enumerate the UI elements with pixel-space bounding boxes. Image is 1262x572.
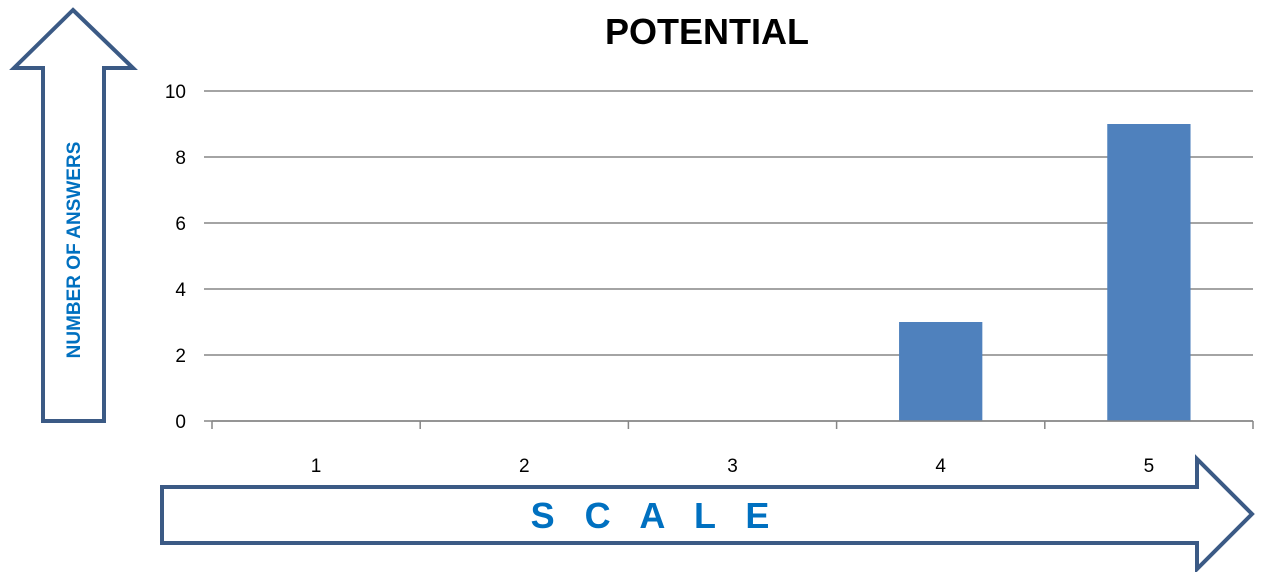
- x-tick-labels: 1 2 3 4 5: [311, 456, 1154, 477]
- y-axis-arrow: NUMBER OF ANSWERS: [9, 7, 138, 423]
- x-axis: [211, 420, 1254, 429]
- bar-4: [899, 322, 983, 421]
- y-tick-label-8: 8: [175, 148, 186, 169]
- bars: [899, 124, 1191, 421]
- x-axis-title: S C A L E: [531, 495, 780, 536]
- y-tick-label-10: 10: [165, 82, 186, 103]
- y-tick-label-4: 4: [175, 280, 186, 301]
- y-tick-label-6: 6: [175, 214, 186, 235]
- bar-5: [1107, 124, 1191, 421]
- x-tick-label-1: 1: [311, 456, 322, 477]
- y-tick-labels: 0 2 4 6 8 10: [165, 82, 187, 433]
- y-axis-title: NUMBER OF ANSWERS: [64, 142, 85, 359]
- x-tick-label-3: 3: [727, 456, 738, 477]
- x-axis-arrow-shape: [160, 454, 1255, 572]
- y-tick-label-0: 0: [175, 412, 186, 433]
- x-tick-label-5: 5: [1144, 456, 1155, 477]
- x-tick-label-4: 4: [935, 456, 946, 477]
- y-tick-label-2: 2: [175, 346, 186, 367]
- gridlines: [204, 90, 1253, 422]
- chart-title: POTENTIAL: [605, 11, 809, 52]
- x-axis-arrow: S C A L E: [160, 454, 1255, 572]
- y-axis-arrow-shape: [9, 7, 138, 423]
- x-tick-label-2: 2: [519, 456, 530, 477]
